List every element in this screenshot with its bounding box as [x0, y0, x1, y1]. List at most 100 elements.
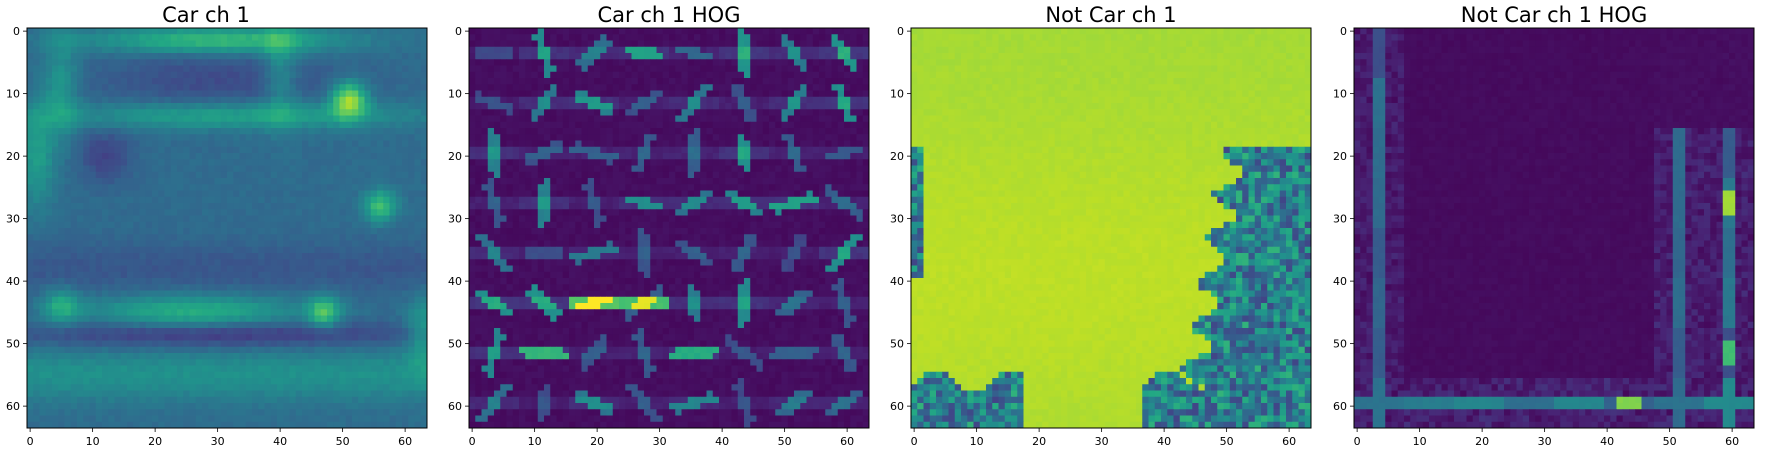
- heatmap-cell: [364, 334, 372, 341]
- heatmap-cell: [277, 140, 284, 148]
- heatmap-cell: [164, 59, 172, 66]
- heatmap-cell: [139, 221, 147, 229]
- heatmap-cell: [152, 321, 159, 329]
- heatmap-cell: [283, 278, 290, 285]
- heatmap-cell: [408, 209, 415, 216]
- heatmap-cell: [383, 421, 390, 429]
- heatmap-cell: [170, 128, 178, 135]
- heatmap-cell: [70, 209, 78, 216]
- heatmap-cell: [308, 40, 315, 48]
- heatmap-cell: [108, 34, 115, 41]
- heatmap-cell: [27, 390, 34, 398]
- heatmap-cell: [39, 353, 47, 360]
- heatmap-cell: [339, 303, 347, 310]
- heatmap-cell: [195, 159, 203, 166]
- heatmap-cell: [731, 53, 739, 60]
- heatmap-cell: [581, 40, 589, 48]
- heatmap-cell: [402, 221, 409, 229]
- heatmap-cell: [264, 328, 272, 335]
- heatmap-cell: [352, 215, 359, 223]
- heatmap-cell: [358, 409, 365, 416]
- heatmap-cell: [102, 171, 109, 179]
- heatmap-cell: [544, 90, 551, 98]
- heatmap-cell: [575, 46, 582, 54]
- heatmap-cell: [202, 65, 209, 73]
- heatmap-cell: [95, 228, 103, 235]
- heatmap-cell: [389, 228, 397, 235]
- heatmap-cell: [395, 240, 403, 248]
- heatmap-cell: [220, 240, 228, 248]
- heatmap-cell: [414, 371, 422, 379]
- heatmap-cell: [158, 234, 165, 241]
- heatmap-cell: [39, 359, 47, 366]
- heatmap-cell: [189, 396, 197, 404]
- heatmap-cell: [152, 71, 159, 79]
- heatmap-cell: [77, 284, 84, 291]
- heatmap-cell: [364, 403, 372, 410]
- heatmap-cell: [227, 84, 234, 91]
- heatmap-cell: [152, 278, 159, 285]
- heatmap-cell: [83, 178, 90, 185]
- heatmap-cell: [731, 40, 739, 48]
- heatmap-cell: [383, 140, 390, 148]
- heatmap-cell: [39, 409, 47, 416]
- heatmap-cell: [39, 128, 47, 135]
- heatmap-cell: [377, 196, 384, 204]
- heatmap-cell: [89, 96, 97, 104]
- heatmap-cell: [295, 190, 303, 198]
- heatmap-cell: [339, 209, 347, 216]
- heatmap-cell: [177, 171, 184, 179]
- heatmap-cell: [358, 259, 365, 266]
- heatmap-cell: [414, 353, 422, 360]
- heatmap-cell: [189, 315, 197, 323]
- heatmap-cell: [389, 178, 397, 185]
- heatmap-cell: [27, 315, 34, 323]
- heatmap-cell: [414, 228, 422, 235]
- heatmap-cell: [270, 140, 278, 148]
- heatmap-cell: [227, 246, 234, 254]
- heatmap-cell: [600, 90, 607, 98]
- heatmap-cell: [170, 65, 178, 73]
- heatmap-cell: [70, 96, 78, 104]
- heatmap-cell: [27, 240, 34, 248]
- heatmap-cell: [214, 46, 222, 54]
- heatmap-cell: [395, 190, 403, 198]
- heatmap-cell: [819, 65, 826, 73]
- heatmap-cell: [352, 309, 359, 316]
- heatmap-cell: [77, 353, 84, 360]
- heatmap-cell: [202, 234, 209, 241]
- heatmap-cell: [252, 321, 259, 329]
- heatmap-cell: [89, 40, 97, 48]
- heatmap-cell: [414, 365, 422, 373]
- heatmap-cell: [170, 140, 178, 148]
- heatmap-cell: [33, 265, 40, 273]
- heatmap-cell: [170, 115, 178, 123]
- heatmap-cell: [781, 71, 789, 79]
- heatmap-cell: [183, 46, 190, 54]
- heatmap-cell: [177, 178, 184, 185]
- heatmap-cell: [395, 84, 403, 91]
- heatmap-cell: [164, 221, 172, 229]
- heatmap-cell: [177, 134, 184, 141]
- heatmap-cell: [395, 28, 403, 35]
- heatmap-cell: [45, 65, 53, 73]
- heatmap-cell: [837, 46, 845, 54]
- heatmap-cell: [420, 53, 428, 60]
- heatmap-cell: [370, 228, 378, 235]
- heatmap-cell: [302, 90, 309, 98]
- heatmap-cell: [83, 40, 90, 48]
- heatmap-cell: [70, 365, 78, 373]
- heatmap-cell: [377, 359, 384, 366]
- heatmap-cell: [139, 128, 147, 135]
- heatmap-cell: [183, 146, 190, 154]
- heatmap-cell: [77, 134, 84, 141]
- heatmap-cell: [612, 84, 620, 91]
- heatmap-cell: [756, 34, 764, 41]
- heatmap-cell: [108, 378, 115, 385]
- heatmap-cell: [177, 365, 184, 373]
- heatmap-cell: [744, 96, 751, 104]
- heatmap-cell: [270, 334, 278, 341]
- heatmap-cell: [45, 84, 53, 91]
- heatmap-cell: [64, 165, 72, 173]
- heatmap-cell: [769, 103, 776, 110]
